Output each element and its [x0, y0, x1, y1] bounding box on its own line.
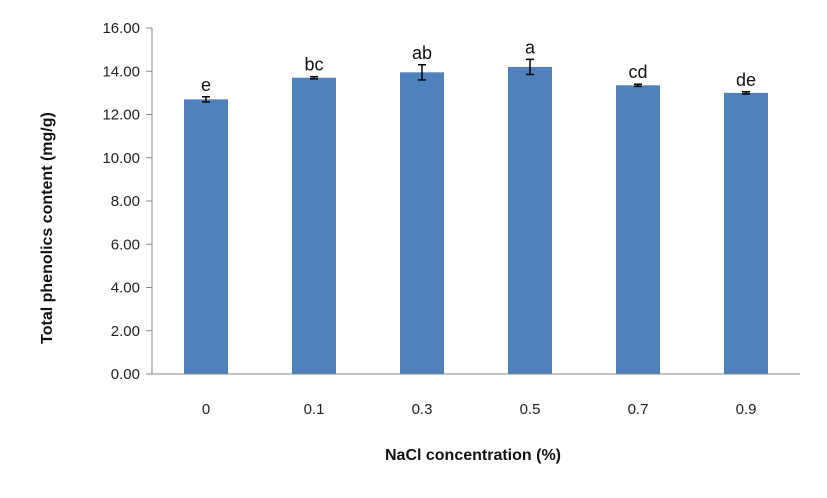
x-axis-title: NaCl concentration (%) — [385, 447, 561, 464]
bar — [616, 85, 660, 375]
y-tick-label: 12.00 — [102, 107, 140, 124]
significance-letter: ab — [412, 43, 432, 63]
significance-letter: e — [201, 75, 211, 95]
y-tick-label: 16.00 — [102, 20, 140, 37]
y-tick-label: 8.00 — [111, 193, 140, 210]
significance-letter: bc — [304, 55, 323, 75]
x-tick-label: 0.5 — [520, 401, 541, 418]
x-tick-label: 0.7 — [628, 401, 649, 418]
bars — [184, 66, 768, 375]
bar — [184, 99, 228, 375]
significance-letter: de — [736, 70, 756, 90]
y-tick-label: 4.00 — [111, 280, 140, 297]
bar — [292, 77, 336, 375]
error-bars — [202, 58, 750, 103]
bar — [400, 72, 444, 375]
y-tick-label: 0.00 — [111, 366, 140, 383]
x-tick-label: 0 — [202, 401, 210, 418]
y-axis-ticks: 0.00 2.00 4.00 6.00 8.00 10.00 12.00 14.00 16.00 — [102, 20, 152, 383]
bar — [724, 92, 768, 374]
x-tick-label: 0.9 — [736, 401, 757, 418]
x-axis-ticks: 0 0.1 0.3 0.5 0.7 0.9 — [202, 401, 757, 418]
significance-labels: e bc ab a cd de — [201, 37, 756, 94]
y-axis-title: Total phenolics content (mg/g) — [39, 112, 56, 344]
y-tick-label: 2.00 — [111, 323, 140, 340]
significance-letter: a — [525, 37, 536, 57]
y-tick-label: 10.00 — [102, 150, 140, 167]
y-tick-label: 6.00 — [111, 236, 140, 253]
significance-letter: cd — [628, 62, 647, 82]
x-tick-label: 0.3 — [412, 401, 433, 418]
x-tick-label: 0.1 — [304, 401, 325, 418]
bar — [508, 66, 552, 375]
y-tick-label: 14.00 — [102, 63, 140, 80]
